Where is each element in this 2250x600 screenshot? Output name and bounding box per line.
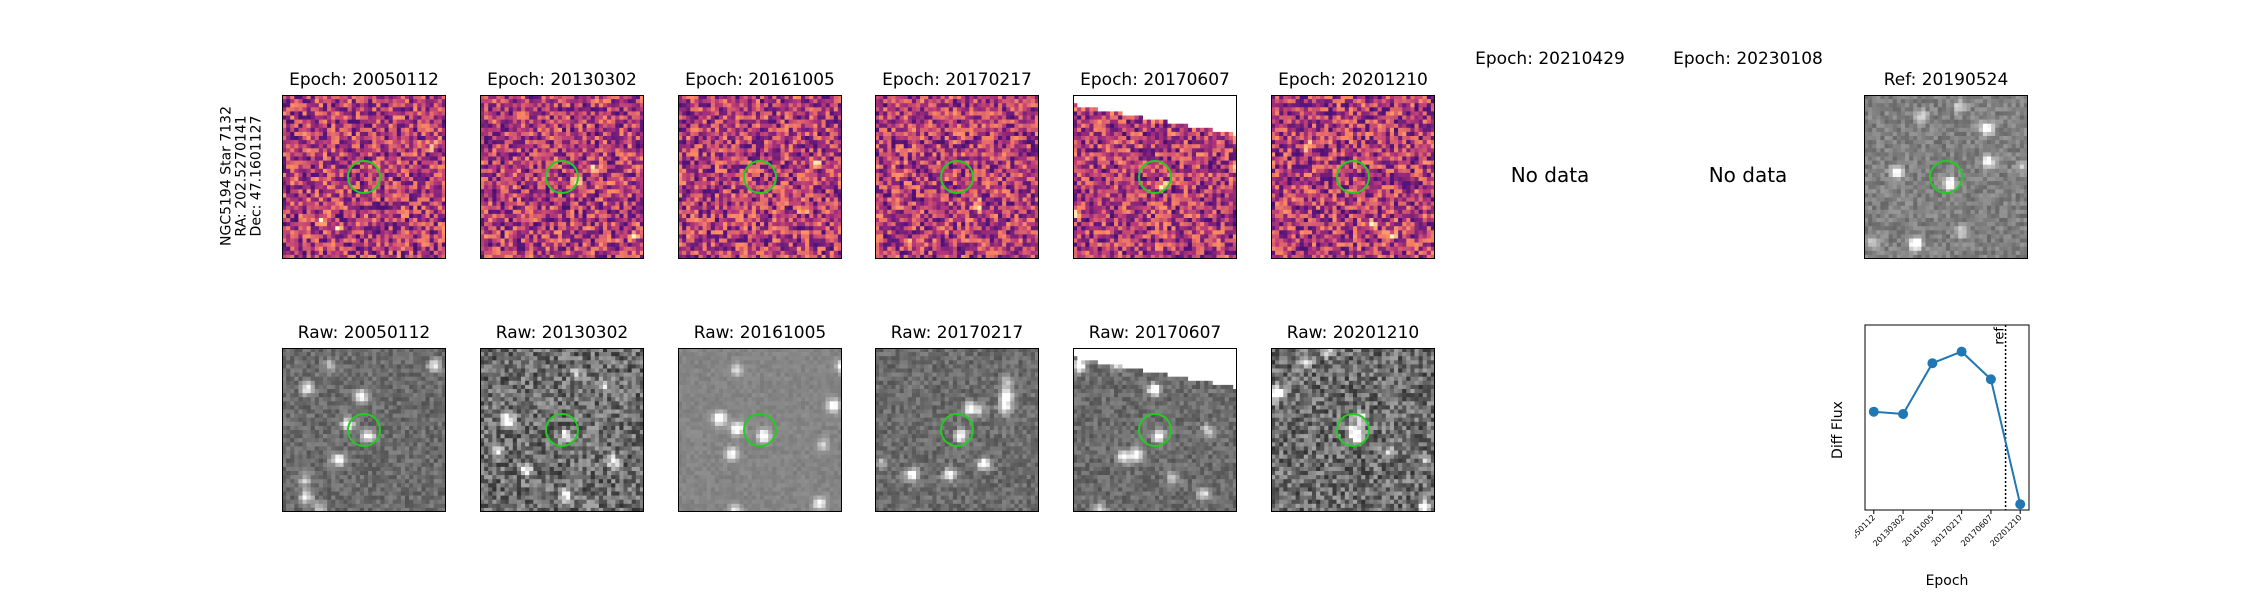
diff-image-2	[480, 95, 644, 259]
data-point-20170217	[1956, 346, 1967, 357]
diff-title-1: Epoch: 20050112	[234, 70, 494, 90]
diff-title-3: Epoch: 20161005	[630, 70, 890, 90]
diff-title-5: Epoch: 20170607	[1025, 70, 1285, 90]
raw-image-1	[282, 348, 446, 512]
image-frame	[480, 348, 644, 512]
target-circle	[1336, 160, 1370, 194]
image-frame	[678, 348, 842, 512]
target-circle	[743, 413, 777, 447]
raw-title-5: Raw: 20170607	[1025, 323, 1285, 343]
target-circle	[1336, 413, 1370, 447]
ref-image	[1864, 95, 2028, 259]
data-point-20161005	[1927, 358, 1938, 369]
image-frame	[678, 95, 842, 259]
target-ra: RA: 202.5270141	[234, 106, 250, 246]
image-frame	[875, 348, 1039, 512]
no-data-20210429: No data	[1450, 163, 1650, 187]
raw-title-4: Raw: 20170217	[827, 323, 1087, 343]
data-point-20050112	[1868, 406, 1879, 417]
target-circle	[1929, 160, 1963, 194]
image-frame	[1073, 95, 1237, 259]
raw-image-5	[1073, 348, 1237, 512]
light-curve-chart: ref 200501122013030220161005201702172017…	[1855, 324, 2030, 548]
target-circle	[545, 160, 579, 194]
x-axis-label: Epoch	[1926, 573, 1969, 589]
image-frame	[282, 95, 446, 259]
data-point-20130302	[1898, 409, 1909, 419]
target-circle	[940, 413, 974, 447]
ref-line-label: ref	[1993, 327, 2008, 345]
data-point-20170607	[1985, 374, 1996, 385]
image-frame	[1271, 95, 1435, 259]
raw-image-6	[1271, 348, 1435, 512]
raw-image-3	[678, 348, 842, 512]
diff-image-4	[875, 95, 1039, 259]
target-name: NGC5194 Star 7132	[219, 106, 235, 246]
raw-title-2: Raw: 20130302	[432, 323, 692, 343]
image-frame	[1073, 348, 1237, 512]
image-frame	[1271, 348, 1435, 512]
image-frame	[875, 95, 1039, 259]
target-circle	[1138, 160, 1172, 194]
image-frame	[480, 95, 644, 259]
target-circle	[545, 413, 579, 447]
diff-title-2: Epoch: 20130302	[432, 70, 692, 90]
image-frame	[282, 348, 446, 512]
raw-title-1: Raw: 20050112	[234, 323, 494, 343]
series-line	[1873, 350, 2022, 505]
target-circle	[347, 160, 381, 194]
image-frame	[1864, 95, 2028, 259]
target-circle	[1138, 413, 1172, 447]
plot-frame	[1864, 324, 2030, 511]
raw-image-4	[875, 348, 1039, 512]
raw-image-2	[480, 348, 644, 512]
y-axis-label: Diff Flux	[1830, 401, 1846, 459]
diff-image-6	[1271, 95, 1435, 259]
x-tick-label: 20201210	[1988, 513, 2023, 548]
diff-title-6: Epoch: 20201210	[1223, 70, 1483, 90]
target-circle	[940, 160, 974, 194]
diff-image-1	[282, 95, 446, 259]
target-circle	[347, 413, 381, 447]
diff-title-8: Epoch: 20230108	[1618, 49, 1878, 69]
raw-title-6: Raw: 20201210	[1223, 323, 1483, 343]
raw-title-3: Raw: 20161005	[630, 323, 890, 343]
ref-title: Ref: 20190524	[1816, 70, 2076, 90]
diff-image-3	[678, 95, 842, 259]
diff-image-5	[1073, 95, 1237, 259]
no-data-20230108: No data	[1648, 163, 1848, 187]
diff-title-7: Epoch: 20210429	[1420, 49, 1680, 69]
data-point-20201210	[2015, 499, 2026, 510]
target-circle	[743, 160, 777, 194]
diff-title-4: Epoch: 20170217	[827, 70, 1087, 90]
target-dec: Dec: 47.1601127	[249, 106, 265, 246]
